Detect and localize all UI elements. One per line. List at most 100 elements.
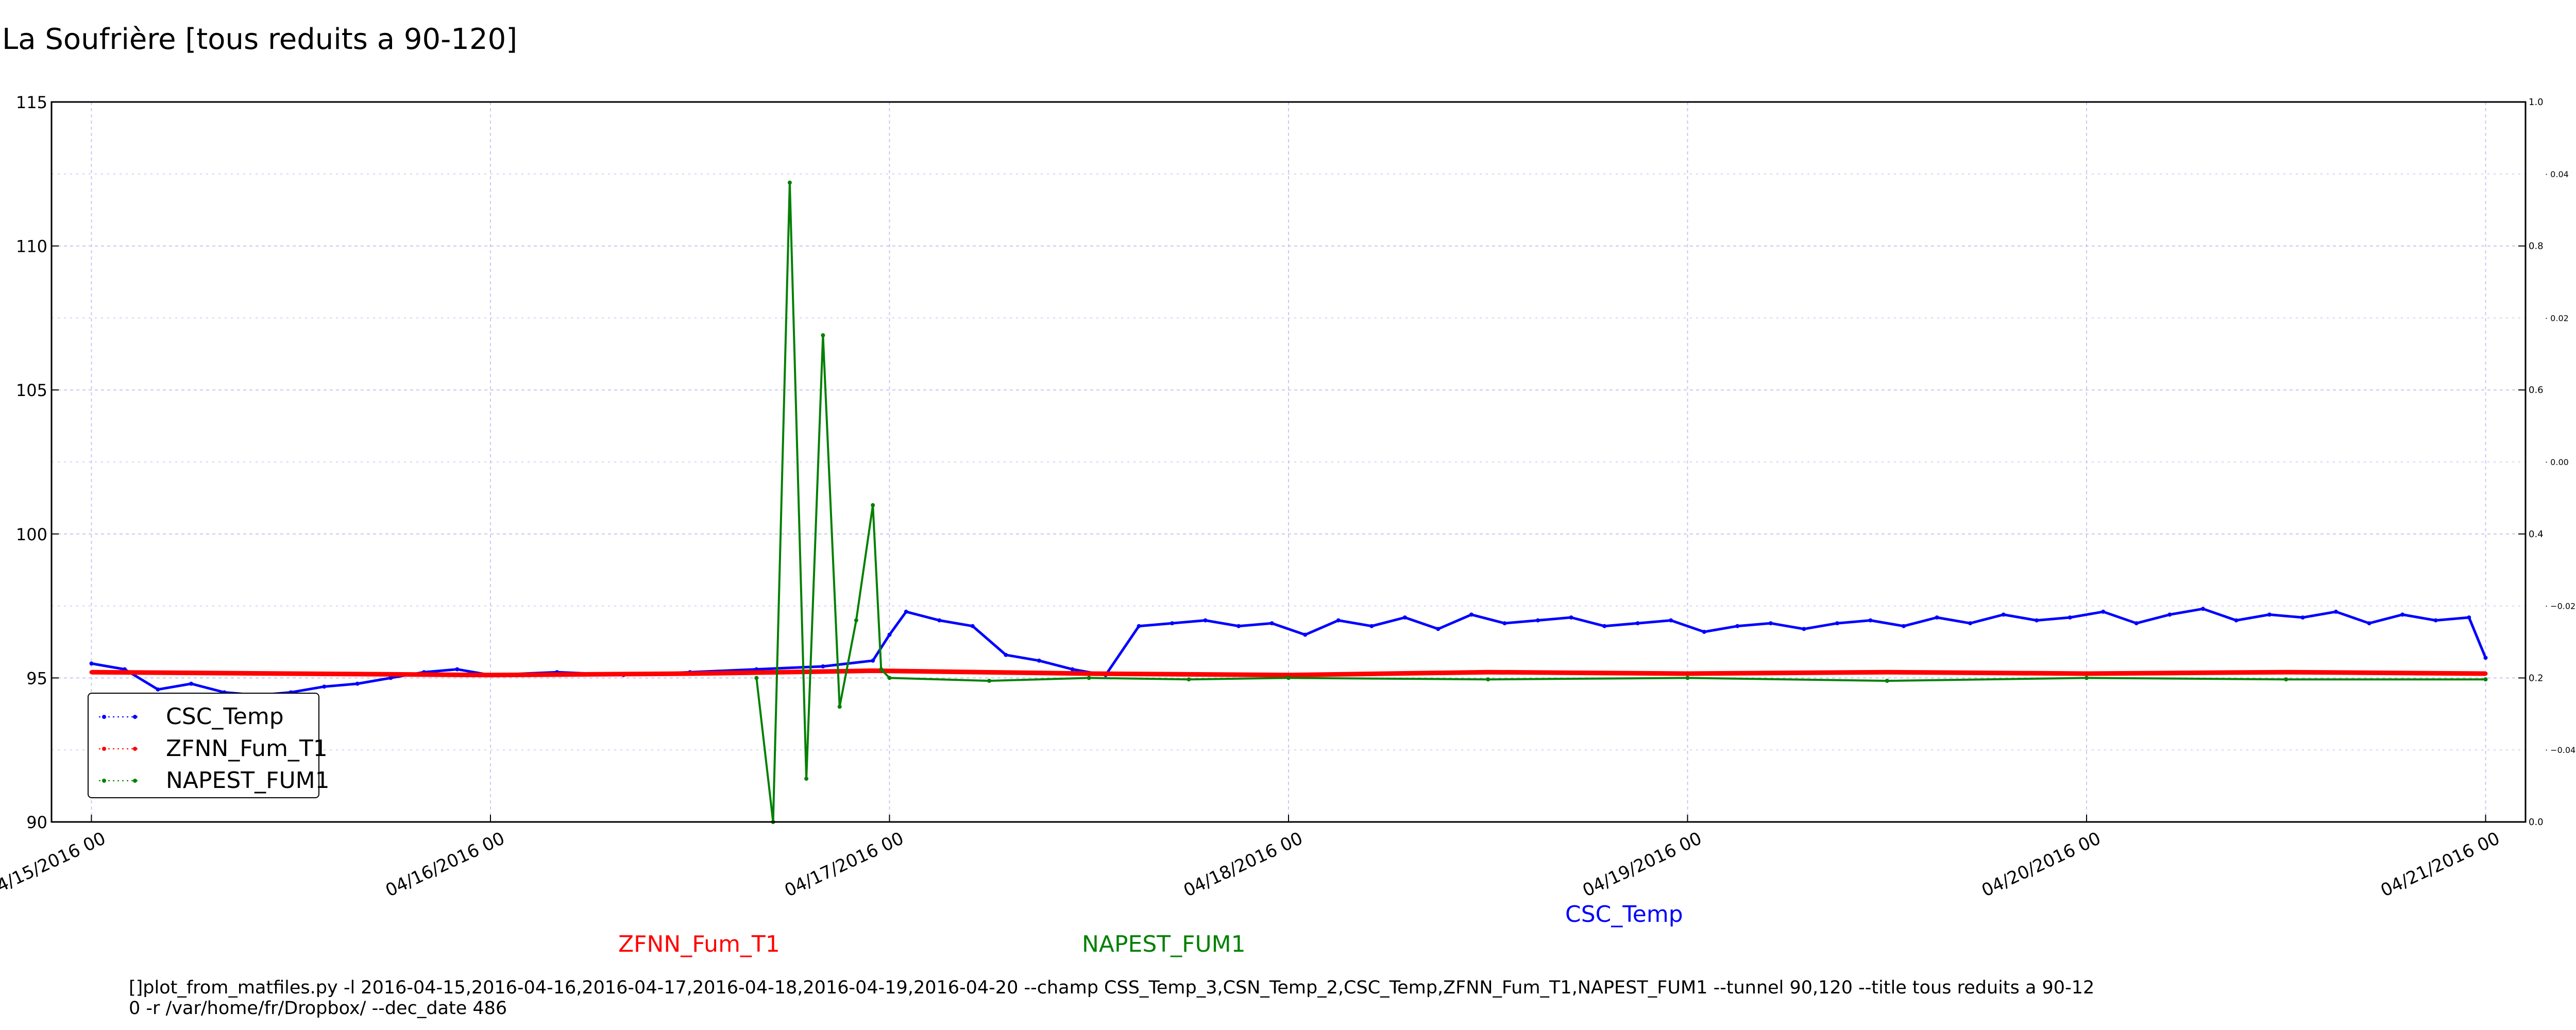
right-minor-tick-label: · 0.02	[2545, 313, 2569, 323]
data-point-napest_fum1	[1187, 677, 1191, 682]
data-point-csc_temp	[2433, 618, 2438, 623]
data-point-csc_temp	[2400, 612, 2405, 617]
data-point-csc_temp	[1968, 621, 1973, 626]
data-point-csc_temp	[937, 618, 942, 623]
data-point-zfnn_fum_t1	[688, 672, 692, 676]
legend-swatch-napest	[99, 779, 140, 783]
data-point-zfnn_fum_t1	[2084, 672, 2089, 676]
data-point-napest_fum1	[887, 676, 892, 680]
y-tick-label: 90	[26, 813, 47, 832]
right-minor-tick-label: · −0.02	[2545, 602, 2575, 611]
data-point-zfnn_fum_t1	[2483, 672, 2488, 676]
right-tick-label: 0.0	[2529, 817, 2544, 828]
data-point-csc_temp	[2200, 607, 2205, 611]
command-line-2: 0 -r /var/home/fr/Dropbox/ --dec_date 48…	[129, 998, 507, 1019]
x-tick-label: 04/15/2016 00	[0, 828, 109, 901]
series-line-napest_fum1	[755, 181, 2486, 823]
data-point-csc_temp	[2001, 612, 2006, 617]
data-point-csc_temp	[1137, 624, 1141, 628]
legend-label-csc: CSC_Temp	[166, 703, 284, 730]
data-point-csc_temp	[1236, 624, 1241, 628]
y-tick-label: 100	[16, 525, 47, 544]
data-point-csc_temp	[2367, 621, 2371, 626]
y-tick-label: 115	[16, 93, 47, 112]
data-point-csc_temp	[1070, 667, 1075, 672]
legend-swatch-csc	[99, 715, 140, 719]
caption-napest: NAPEST_FUM1	[1082, 931, 1246, 957]
data-point-csc_temp	[2334, 609, 2338, 614]
data-point-napest_fum1	[2483, 677, 2488, 682]
legend-label-zfnn: ZFNN_Fum_T1	[166, 735, 328, 762]
data-point-zfnn_fum_t1	[289, 672, 293, 676]
x-tick-label: 04/19/2016 00	[1580, 828, 1705, 901]
right-tick-label: 0.8	[2529, 241, 2544, 252]
legend-entry-csc: CSC_Temp	[99, 704, 315, 730]
data-point-csc_temp	[1835, 621, 1839, 626]
data-point-napest_fum1	[871, 503, 875, 507]
data-point-zfnn_fum_t1	[1286, 673, 1291, 677]
data-point-csc_temp	[1602, 624, 1607, 628]
data-point-csc_temp	[1336, 618, 1341, 623]
data-point-csc_temp	[1569, 615, 1573, 620]
data-point-csc_temp	[1735, 624, 1740, 628]
data-point-zfnn_fum_t1	[1885, 670, 1889, 675]
data-point-csc_temp	[871, 658, 875, 663]
data-point-csc_temp	[1203, 618, 1208, 623]
data-point-csc_temp	[2035, 618, 2039, 623]
data-point-csc_temp	[970, 624, 975, 628]
data-point-napest_fum1	[821, 333, 825, 337]
data-point-csc_temp	[1369, 624, 1374, 628]
data-point-csc_temp	[1170, 621, 1175, 626]
caption-zfnn: ZFNN_Fum_T1	[618, 931, 780, 957]
right-tick-label: 0.6	[2529, 385, 2544, 396]
data-point-zfnn_fum_t1	[2284, 670, 2289, 675]
data-point-napest_fum1	[1486, 677, 1490, 682]
data-point-csc_temp	[189, 681, 194, 686]
data-point-zfnn_fum_t1	[488, 673, 493, 677]
data-point-csc_temp	[2300, 615, 2305, 620]
data-point-csc_temp	[1469, 612, 1473, 617]
data-point-csc_temp	[1037, 658, 1041, 663]
data-point-csc_temp	[1004, 653, 1008, 657]
command-line-1: []plot_from_matfiles.py -l 2016-04-15,20…	[129, 977, 2095, 998]
right-tick-label: 0.2	[2529, 673, 2544, 683]
data-point-csc_temp	[887, 632, 892, 637]
data-point-napest_fum1	[1685, 676, 1690, 680]
data-point-napest_fum1	[837, 705, 842, 709]
data-point-csc_temp	[1303, 632, 1308, 637]
data-point-csc_temp	[322, 684, 327, 689]
page-title: La Soufrière [tous reduits a 90-120]	[2, 23, 518, 56]
data-point-csc_temp	[1702, 629, 1706, 634]
data-point-csc_temp	[1935, 615, 1939, 620]
x-tick-label: 04/18/2016 00	[1180, 828, 1306, 901]
y-tick-label: 95	[26, 668, 47, 688]
data-point-csc_temp	[2134, 621, 2139, 626]
data-point-csc_temp	[1802, 627, 1806, 631]
y-tick-label: 110	[16, 237, 47, 256]
legend-entry-napest: NAPEST_FUM1	[99, 768, 330, 794]
data-point-csc_temp	[388, 676, 393, 680]
y-tick-label: 105	[16, 381, 47, 400]
data-point-csc_temp	[2467, 615, 2471, 620]
data-point-napest_fum1	[754, 676, 759, 680]
data-point-csc_temp	[1635, 621, 1640, 626]
x-tick-label: 04/17/2016 00	[782, 828, 907, 901]
x-tick-label: 04/20/2016 00	[1978, 828, 2104, 901]
data-point-csc_temp	[1669, 618, 1673, 623]
caption-csc: CSC_Temp	[1565, 901, 1683, 928]
data-point-csc_temp	[2067, 615, 2072, 620]
right-tick-label: 0.4	[2529, 529, 2544, 540]
data-point-csc_temp	[355, 681, 360, 686]
right-tick-label: 1.0	[2529, 97, 2544, 108]
legend-swatch-zfnn	[99, 747, 140, 751]
right-minor-tick-label: · −0.04	[2545, 745, 2575, 755]
right-minor-tick-label: · 0.00	[2545, 457, 2569, 467]
data-point-csc_temp	[2101, 609, 2106, 614]
data-point-csc_temp	[2167, 612, 2172, 617]
data-point-csc_temp	[1768, 621, 1773, 626]
data-point-csc_temp	[156, 687, 160, 692]
legend-label-napest: NAPEST_FUM1	[166, 767, 330, 794]
data-point-napest_fum1	[1885, 679, 1889, 683]
series-layer	[89, 180, 2488, 824]
